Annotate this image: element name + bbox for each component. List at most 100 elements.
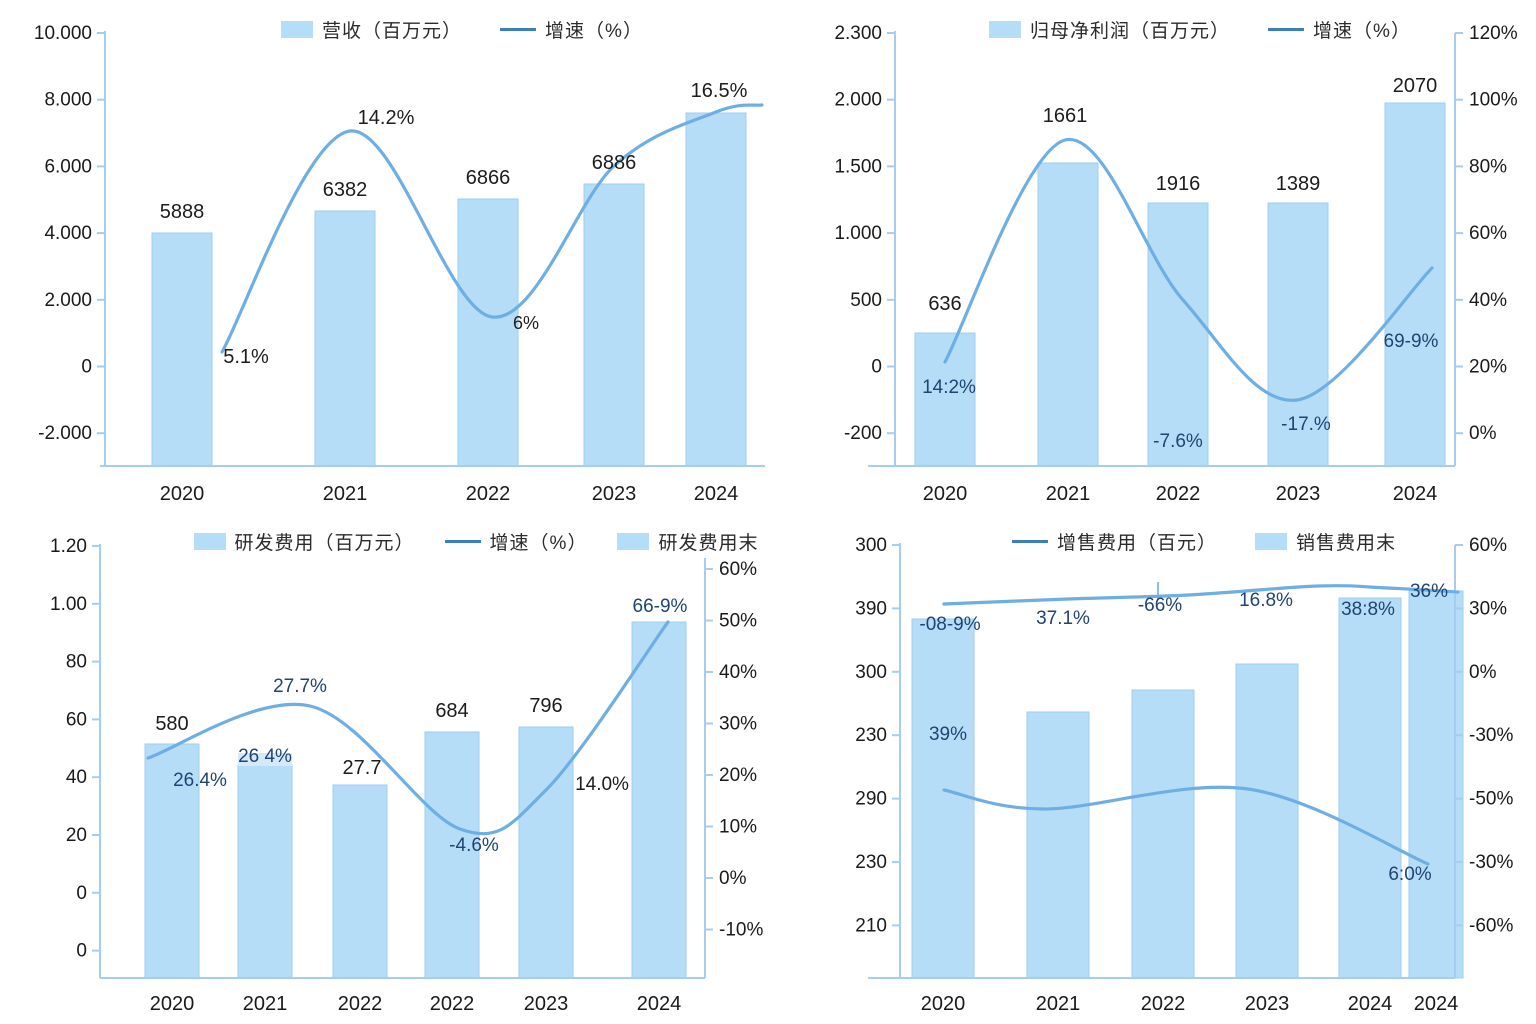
left-axis-tick-label: 40 [66,767,87,788]
bar [151,232,213,467]
line-value-label: 6% [513,313,539,333]
x-axis-label: 2022 [1141,993,1186,1015]
bar [1384,102,1446,467]
line-value-label: 37.1% [1036,608,1090,629]
left-axis-tick-label: 0 [81,357,92,378]
left-axis-tick-label: 20 [66,825,87,846]
bar [457,198,519,467]
x-axis-label: 2020 [160,483,205,505]
left-axis-tick-label: 6.000 [44,156,92,177]
x-axis-label: 2020 [921,993,966,1015]
revenue-growth-chart-plot: 10.000 8.000 6.000 4.000 2.000 0 -2.000 5888 638… [34,23,765,505]
x-axis-label: 2020 [150,993,195,1015]
trend-line [220,103,764,354]
right-axis-tick-label: -50% [1469,789,1513,810]
bar [914,332,976,467]
left-axis-tick-label: 230 [855,725,887,746]
left-axis-tick-label: 0 [871,357,882,378]
left-axis-tick-label: 1.00 [50,594,87,615]
bar [631,621,687,979]
bar [1131,689,1195,979]
right-axis-tick-label: 60% [719,559,757,580]
x-axis-label: 2024 [694,483,739,505]
line-value-label: 26.4% [173,770,227,791]
line-value-label: 14:2% [922,377,976,398]
right-axis-tick-label: -30% [1469,725,1513,746]
right-axis-tick-label: 40% [1469,290,1507,311]
bar-value-label: 6886 [592,152,637,174]
line-value-label: -66% [1138,595,1182,616]
x-axis-label: 2022 [430,993,475,1015]
line-value-label: 6:0% [1388,864,1431,885]
bar [237,764,293,979]
right-axis-tick-label: 30% [1469,598,1507,619]
bar-value-label: 2070 [1393,75,1438,97]
bar-value-label: 636 [928,293,961,315]
left-axis-tick-label: -2.000 [38,423,92,444]
net-profit-growth-chart: 2.300 2.000 1.500 1.000 500 0 -200 120% 100% 80% 6… [768,0,1536,512]
right-axis-tick-label: -30% [1469,852,1513,873]
x-axis-label: 2021 [323,483,368,505]
bar [332,784,388,979]
bar [144,743,200,979]
x-axis-label: 2022 [1156,483,1201,505]
bar-value-label: 6866 [466,167,511,189]
left-axis-tick-label: 0 [76,883,87,904]
trend-line [942,584,1460,606]
left-axis-tick-label: 8.000 [44,90,92,111]
trend-line [943,138,1434,402]
left-axis-tick-label: 500 [850,290,882,311]
bar [685,112,747,467]
x-axis-label: 2023 [524,993,569,1015]
x-axis-label: 2021 [1046,483,1091,505]
left-axis-tick-label: 1.000 [834,223,882,244]
x-axis-label: 2023 [1245,993,1290,1015]
right-axis-tick-label: 60% [1469,535,1507,556]
left-axis-tick-label: 210 [855,915,887,936]
line-value-label: 16.8% [1239,590,1293,611]
x-axis-label: 2024 [1348,993,1393,1015]
x-axis-label: 2023 [1276,483,1321,505]
bar [911,618,975,979]
bar-value-label: 796 [529,695,562,717]
x-axis-label: 2024 [1414,993,1459,1015]
line-value-label: 14.2% [358,107,415,129]
bar-value-label: 27.7 [343,757,382,779]
line-value-label: -7.6% [1153,431,1203,452]
x-axis-label: 2020 [923,483,968,505]
right-axis-tick-label: 20% [1469,357,1507,378]
x-axis-label: 2023 [592,483,637,505]
right-axis-tick-label: 60% [1469,223,1507,244]
right-axis-tick-label: 40% [719,662,757,683]
right-axis-tick-label: 50% [719,611,757,632]
bar-highlight-cap [238,753,292,766]
rd-expense-chart-plot: 1.20 1.00 80 60 40 20 0 0 60% 50% 40% 30% 20% 10% 0% -1… [50,536,763,1015]
bar [1338,597,1402,979]
line-value-label: 5.1% [223,346,269,368]
right-axis-tick-label: 30% [719,714,757,735]
bar [1267,202,1329,467]
right-axis-tick-label: 0% [719,868,747,889]
line-value-label: 66-9% [633,596,688,617]
x-axis-label: 2021 [243,993,288,1015]
revenue-growth-chart: 10.000 8.000 6.000 4.000 2.000 0 -2.000 5888 638… [0,0,768,512]
left-axis-tick-label: 60 [66,709,87,730]
line-value-label: 39% [929,724,967,745]
left-axis-tick-label: 0 [76,941,87,962]
net-profit-growth-chart-plot: 2.300 2.000 1.500 1.000 500 0 -200 120% 100% 80% 6… [834,23,1517,505]
bar-value-label: 6382 [323,179,368,201]
rd-expense-chart: 1.20 1.00 80 60 40 20 0 0 60% 50% 40% 30% 20% 10% 0% -1… [0,512,768,1024]
left-axis-tick-label: -200 [844,423,882,444]
right-axis-tick-label: 80% [1469,156,1507,177]
right-axis-tick-label: 0% [1469,423,1497,444]
line-value-label: 38:8% [1341,599,1395,620]
left-axis-tick-label: 230 [855,852,887,873]
line-value-label: -08-9% [919,614,980,635]
line-value-label: -4.6% [449,835,499,856]
left-axis-tick-label: 2.000 [44,290,92,311]
left-axis-tick-label: 1.500 [834,156,882,177]
line-value-label: 16.5% [691,80,748,102]
left-axis-tick-label: 300 [855,535,887,556]
line-value-label: 27.7% [273,676,327,697]
